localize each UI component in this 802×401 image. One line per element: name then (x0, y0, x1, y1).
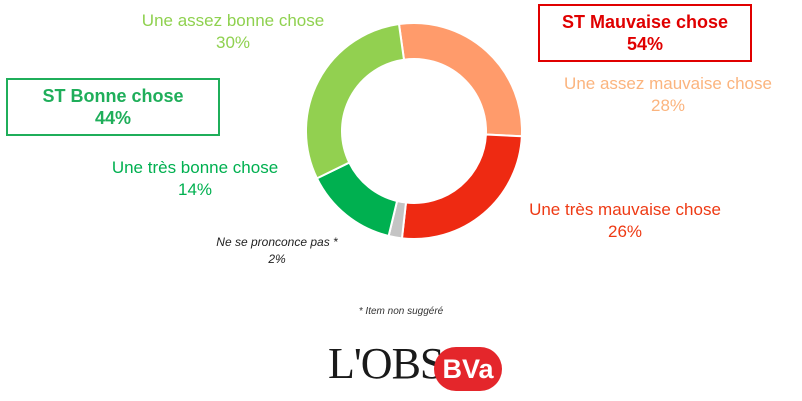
slice-label-tres-mauvaise: Une très mauvaise chose 26% (508, 199, 742, 243)
donut-slice-assez-bonne (305, 22, 406, 180)
slice-label-text: Une assez mauvaise chose (564, 74, 772, 93)
summary-label: ST Mauvaise chose (561, 12, 729, 32)
slice-label-tres-bonne: Une très bonne chose 14% (90, 157, 300, 201)
summary-value: 44% (94, 108, 132, 128)
slice-label-value: 26% (607, 222, 643, 241)
slice-label-value: 14% (177, 180, 213, 199)
summary-box-mauvaise: ST Mauvaise chose 54% (538, 4, 752, 62)
slice-label-text: Ne se pronconce pas * (216, 235, 338, 249)
summary-label: ST Bonne chose (42, 86, 184, 106)
bva-logo: BVa (434, 347, 502, 391)
slice-label-text: Une très bonne chose (111, 158, 279, 177)
slice-label-text: Une assez bonne chose (141, 11, 325, 30)
donut-chart (305, 22, 523, 240)
obs-logo: L'OBS (328, 339, 444, 388)
slice-label-text: Une très mauvaise chose (529, 200, 721, 219)
summary-box-bonne: ST Bonne chose 44% (6, 78, 220, 136)
slice-label-value: 2% (268, 252, 286, 266)
slice-label-value: 28% (650, 96, 686, 115)
footnote: * Item non suggéré (358, 306, 444, 317)
donut-slice-assez-mauvaise (397, 22, 523, 138)
slice-label-value: 30% (215, 33, 251, 52)
slice-label-nsp: Ne se pronconce pas * 2% (192, 234, 362, 268)
summary-value: 54% (626, 34, 664, 54)
slice-label-assez-bonne: Une assez bonne chose 30% (118, 10, 348, 54)
donut-slice-tres-mauvaise (400, 133, 523, 240)
slice-label-assez-mauvaise: Une assez mauvaise chose 28% (550, 73, 786, 117)
